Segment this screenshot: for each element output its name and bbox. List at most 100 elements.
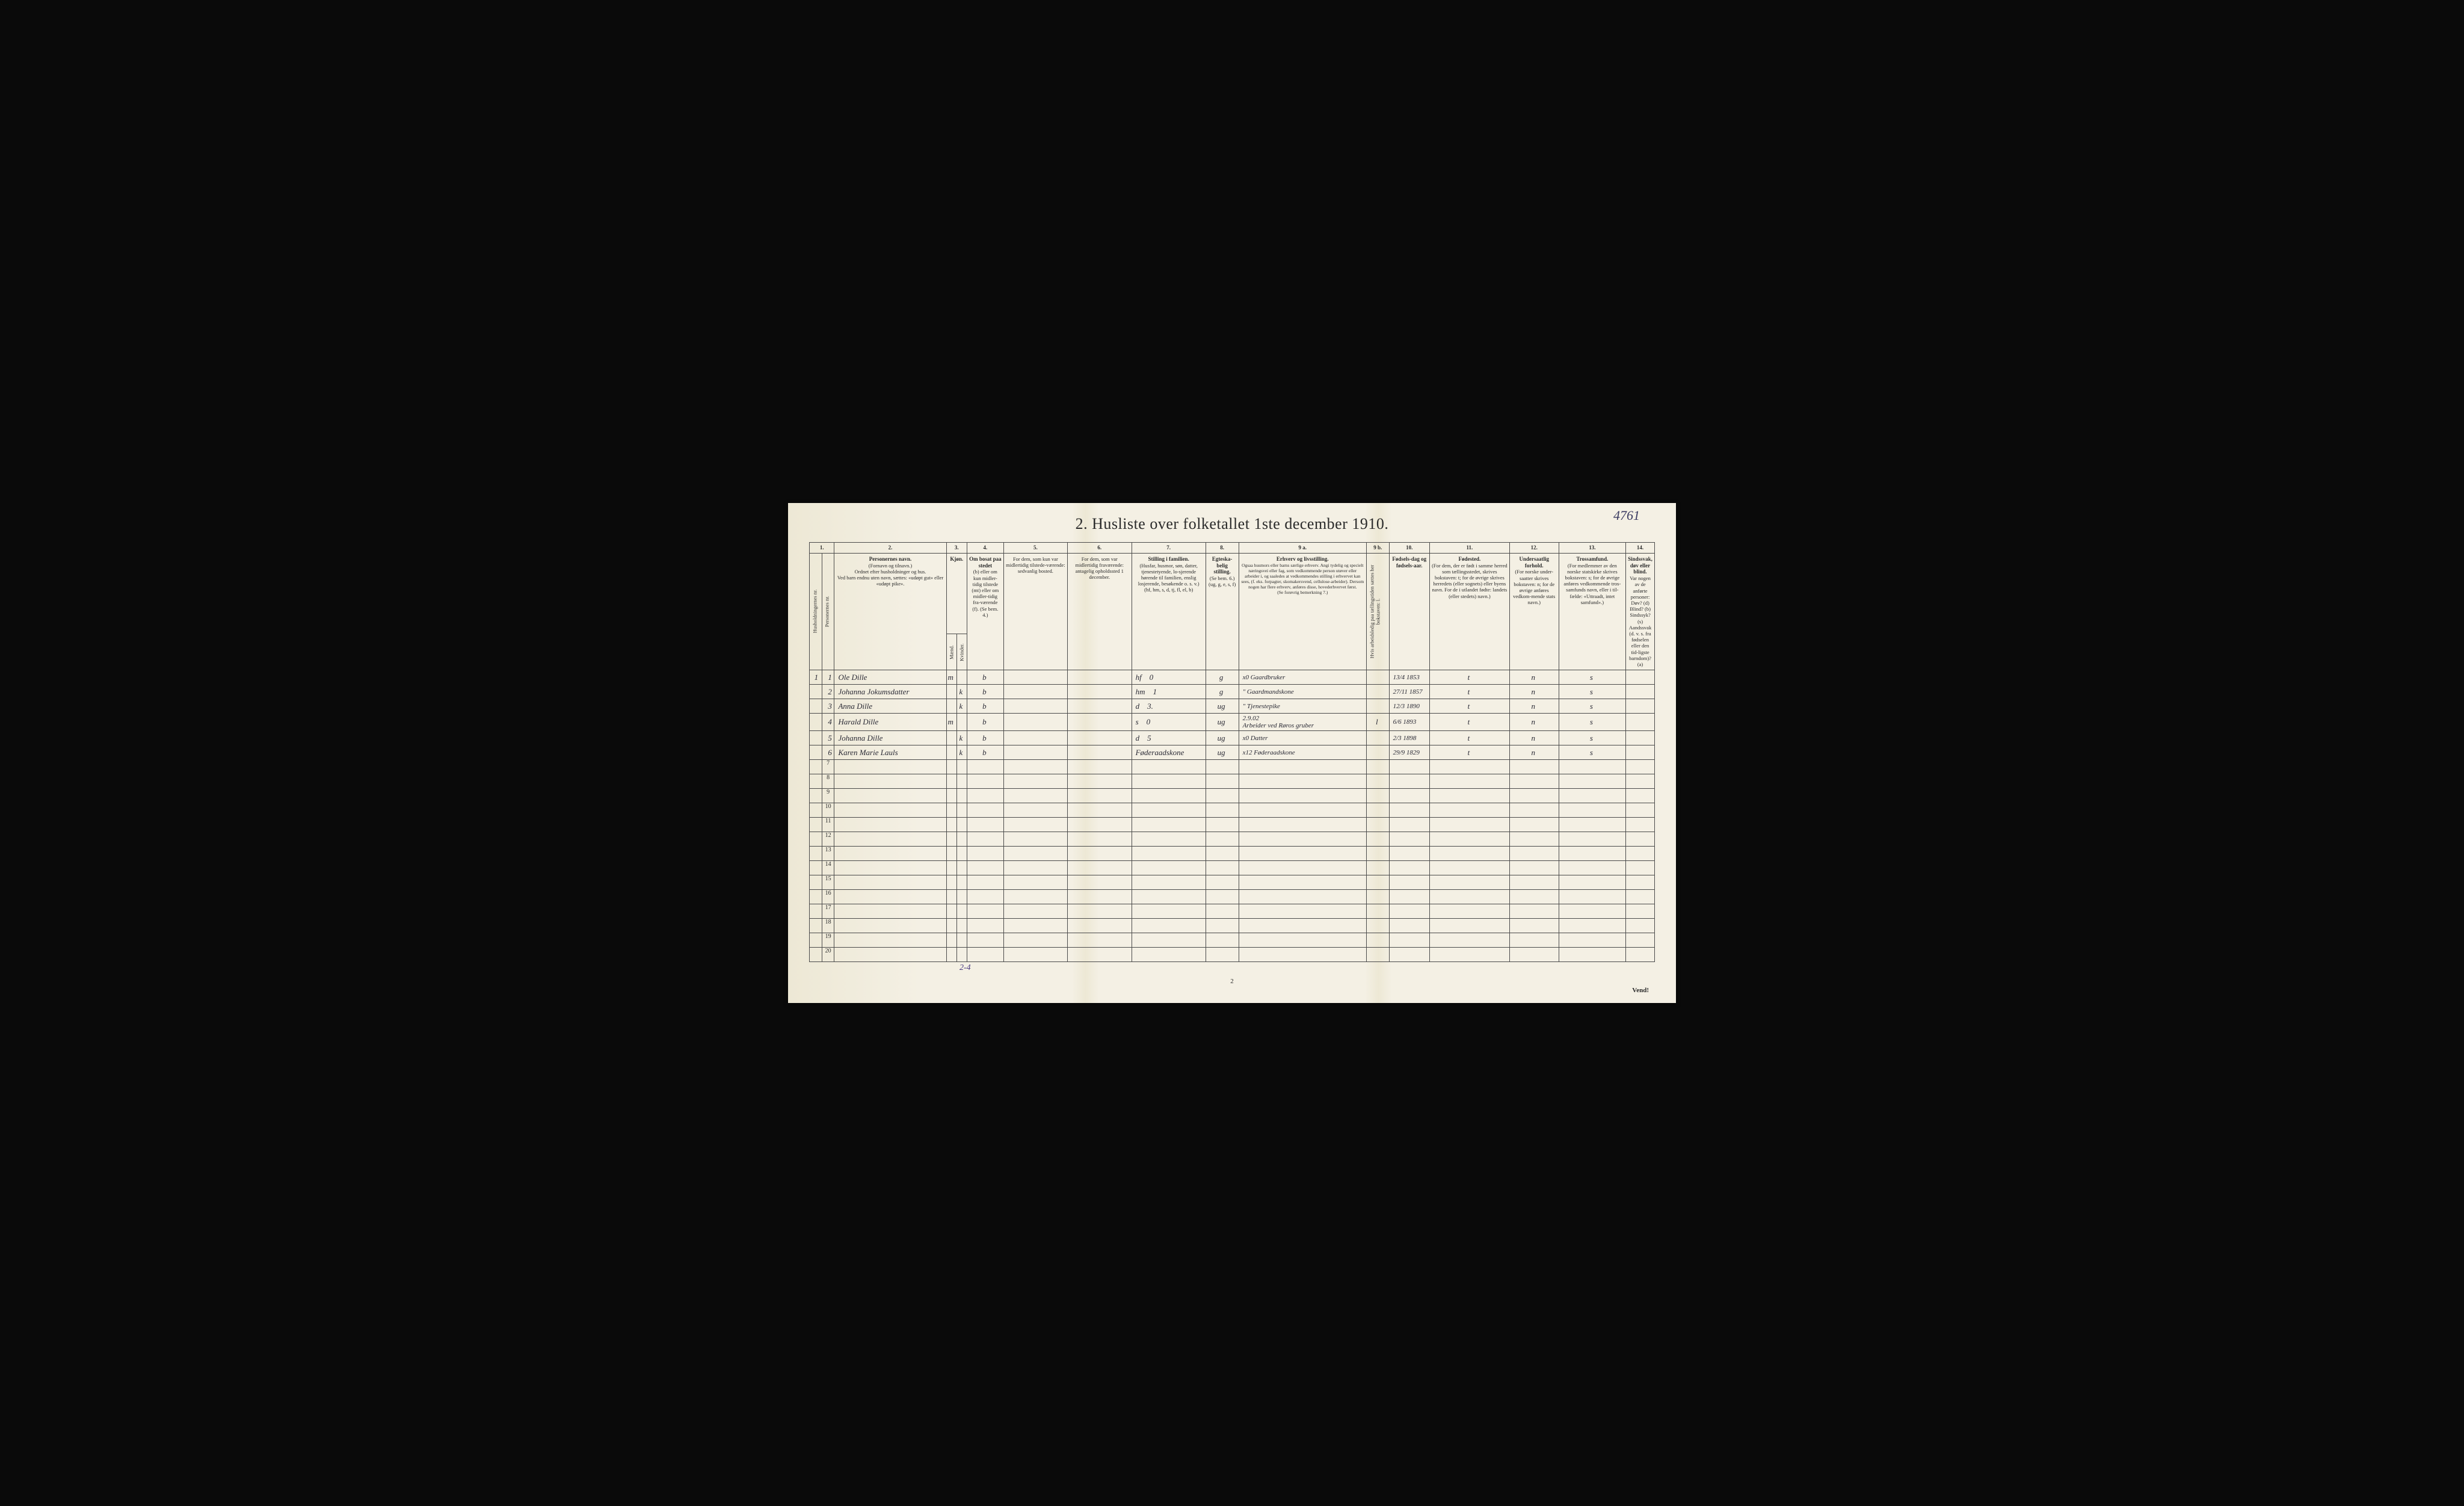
empty-cell — [956, 774, 967, 789]
cell-sex-m — [946, 745, 956, 760]
cell-col11: t — [1429, 731, 1509, 745]
person-num: 1 — [822, 670, 834, 685]
empty-cell — [810, 818, 822, 832]
empty-cell — [1626, 774, 1655, 789]
empty-cell — [1367, 933, 1390, 948]
cell-sex-m: m — [946, 714, 956, 731]
empty-cell — [1429, 919, 1509, 933]
table-row: 15 — [810, 875, 1655, 890]
empty-cell — [1509, 803, 1559, 818]
empty-cell — [967, 904, 1003, 919]
empty-cell — [967, 919, 1003, 933]
table-row: 4 Harald Dille m b s 0 ug 2.9.02 Arbeide… — [810, 714, 1655, 731]
empty-cell — [1559, 890, 1626, 904]
table-row: 12 — [810, 832, 1655, 847]
header-row: Husholdningernes nr. Personernes nr. Per… — [810, 553, 1655, 634]
corner-annotation: 4761 — [1613, 508, 1640, 523]
header-fodsel-main: Fødsels-dag og fødsels-aar. — [1391, 556, 1428, 569]
header-egteskap-sub: (Se bem. 6.) (ug, g, e, s, f) — [1208, 575, 1237, 587]
header-stilling-main: Stilling i familien. — [1134, 556, 1204, 563]
empty-cell — [1389, 774, 1429, 789]
cell-col8: ug — [1206, 745, 1239, 760]
empty-cell — [1206, 933, 1239, 948]
empty-cell — [834, 933, 946, 948]
cell-col14 — [1626, 699, 1655, 714]
header-husholdning: Husholdningernes nr. — [810, 553, 822, 670]
empty-cell — [1206, 774, 1239, 789]
header-fodested-sub: (For dem, der er født i samme herred som… — [1432, 563, 1508, 599]
empty-cell — [1132, 904, 1206, 919]
cell-col6 — [1068, 699, 1132, 714]
empty-cell — [1239, 933, 1366, 948]
empty-cell — [1626, 803, 1655, 818]
empty-cell — [1509, 919, 1559, 933]
empty-cell — [834, 803, 946, 818]
header-fravaerende: For dem, som var midlertidig fraværende:… — [1068, 553, 1132, 670]
header-undersaat-sub: (For norske under-saatter skrives boksta… — [1512, 569, 1557, 605]
person-num: 5 — [822, 731, 834, 745]
cell-name: Karen Marie Lauls — [834, 745, 946, 760]
cell-bosat: b — [967, 731, 1003, 745]
empty-cell — [1626, 847, 1655, 861]
empty-cell — [956, 832, 967, 847]
header-kjon: Kjøn. — [946, 553, 967, 634]
empty-cell — [1206, 919, 1239, 933]
colnum-1: 1. — [810, 542, 834, 553]
cell-col6 — [1068, 731, 1132, 745]
empty-cell — [1003, 890, 1067, 904]
cell-col9b — [1367, 670, 1390, 685]
cell-col14 — [1626, 685, 1655, 699]
empty-cell — [1559, 919, 1626, 933]
header-egteskap: Egteska-belig stilling. (Se bem. 6.) (ug… — [1206, 553, 1239, 670]
empty-cell — [1206, 847, 1239, 861]
empty-cell — [967, 933, 1003, 948]
colnum-14: 14. — [1626, 542, 1655, 553]
cell-col7: hf 0 — [1132, 670, 1206, 685]
empty-cell — [1003, 861, 1067, 875]
table-row: 8 — [810, 774, 1655, 789]
header-erhverv-sub: Ogsaa husmors eller barns særlige erhver… — [1241, 563, 1364, 595]
empty-cell — [1509, 847, 1559, 861]
header-fodested-main: Fødested. — [1432, 556, 1508, 563]
cell-col12: n — [1509, 685, 1559, 699]
cell-sex-m: m — [946, 670, 956, 685]
empty-cell — [1239, 875, 1366, 890]
household-num — [810, 699, 822, 714]
empty-cell — [1206, 818, 1239, 832]
cell-col12: n — [1509, 714, 1559, 731]
empty-cell — [1626, 861, 1655, 875]
empty-cell — [1239, 832, 1366, 847]
cell-sex-k — [956, 670, 967, 685]
empty-cell — [810, 832, 822, 847]
table-body: 1 1 Ole Dille m b hf 0 g x0 Gaardbruker … — [810, 670, 1655, 962]
empty-cell — [1559, 789, 1626, 803]
cell-col8: ug — [1206, 714, 1239, 731]
empty-cell — [967, 789, 1003, 803]
header-sindssvak: Sindssvak, døv eller blind. Var nogen av… — [1626, 553, 1655, 670]
empty-cell — [967, 760, 1003, 774]
cell-sex-m — [946, 685, 956, 699]
empty-cell — [1389, 832, 1429, 847]
empty-cell — [946, 904, 956, 919]
empty-cell — [1239, 847, 1366, 861]
empty-cell — [1429, 760, 1509, 774]
table-row: 6 Karen Marie Lauls k b Føderaadskone ug… — [810, 745, 1655, 760]
empty-cell — [834, 948, 946, 962]
empty-cell — [1367, 919, 1390, 933]
header-kjon-main: Kjøn. — [949, 556, 965, 563]
empty-cell — [967, 875, 1003, 890]
cell-col11: t — [1429, 714, 1509, 731]
empty-cell — [946, 803, 956, 818]
empty-cell — [1367, 789, 1390, 803]
empty-cell — [834, 774, 946, 789]
empty-cell — [834, 861, 946, 875]
empty-cell — [1367, 760, 1390, 774]
cell-col11: t — [1429, 699, 1509, 714]
cell-col10: 27/11 1857 — [1389, 685, 1429, 699]
empty-cell — [1068, 875, 1132, 890]
cell-col7: s 0 — [1132, 714, 1206, 731]
empty-cell — [1068, 832, 1132, 847]
cell-col9a: x0 Datter — [1239, 731, 1366, 745]
empty-cell — [1132, 818, 1206, 832]
table-row: 10 — [810, 803, 1655, 818]
